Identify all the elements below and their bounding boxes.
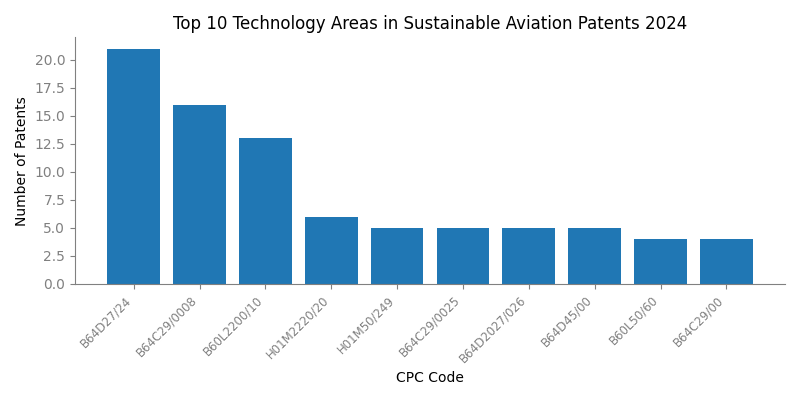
Bar xyxy=(502,228,555,284)
Bar xyxy=(239,138,292,284)
Title: Top 10 Technology Areas in Sustainable Aviation Patents 2024: Top 10 Technology Areas in Sustainable A… xyxy=(173,15,687,33)
Bar xyxy=(370,228,423,284)
Bar xyxy=(173,104,226,284)
Bar xyxy=(700,239,753,284)
Bar xyxy=(107,48,160,284)
Y-axis label: Number of Patents: Number of Patents xyxy=(15,96,29,226)
Bar xyxy=(305,217,358,284)
Bar xyxy=(437,228,490,284)
Bar xyxy=(634,239,687,284)
X-axis label: CPC Code: CPC Code xyxy=(396,371,464,385)
Bar xyxy=(568,228,621,284)
